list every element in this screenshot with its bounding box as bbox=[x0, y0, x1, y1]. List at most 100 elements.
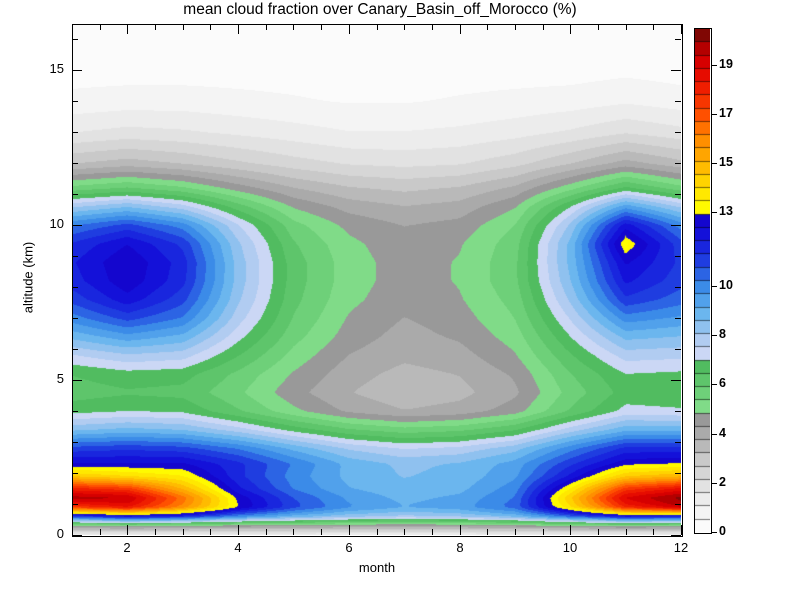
x-tick-label: 6 bbox=[345, 540, 353, 555]
colorbar-tick bbox=[711, 335, 717, 336]
colorbar-tick bbox=[711, 163, 717, 164]
y-tick-label: 15 bbox=[49, 61, 64, 76]
colorbar-canvas bbox=[694, 28, 710, 532]
x-major-tick bbox=[681, 525, 682, 535]
x-minor-tick bbox=[210, 529, 211, 535]
x-minor-tick-top bbox=[321, 24, 322, 30]
y-major-tick bbox=[72, 380, 82, 381]
colorbar-tick-label: 10 bbox=[719, 278, 733, 292]
colorbar-tick-label: 6 bbox=[719, 376, 726, 390]
x-minor-tick-top bbox=[653, 24, 654, 30]
x-tick-label: 2 bbox=[123, 540, 131, 555]
colorbar-tick bbox=[711, 384, 717, 385]
y-tick-label: 10 bbox=[49, 216, 64, 231]
y-minor-tick-right bbox=[675, 256, 681, 257]
x-minor-tick-top bbox=[155, 24, 156, 30]
x-minor-tick bbox=[487, 529, 488, 535]
y-minor-tick bbox=[72, 256, 78, 257]
y-minor-tick bbox=[72, 39, 78, 40]
y-major-tick-right bbox=[671, 225, 681, 226]
y-major-tick bbox=[72, 535, 82, 536]
x-minor-tick-top bbox=[598, 24, 599, 30]
x-major-tick bbox=[460, 525, 461, 535]
x-major-tick-top bbox=[460, 24, 461, 34]
y-minor-tick bbox=[72, 318, 78, 319]
x-minor-tick-top bbox=[377, 24, 378, 30]
x-major-tick bbox=[349, 525, 350, 535]
colorbar-tick-label: 13 bbox=[719, 204, 733, 218]
x-minor-tick-top bbox=[515, 24, 516, 30]
x-tick-label: 4 bbox=[234, 540, 242, 555]
y-minor-tick bbox=[72, 132, 78, 133]
y-minor-tick bbox=[72, 101, 78, 102]
x-minor-tick-top bbox=[100, 24, 101, 30]
x-major-tick-top bbox=[127, 24, 128, 34]
x-minor-tick bbox=[377, 529, 378, 535]
colorbar-tick bbox=[711, 114, 717, 115]
x-major-tick bbox=[570, 525, 571, 535]
x-minor-tick-top bbox=[404, 24, 405, 30]
y-minor-tick bbox=[72, 194, 78, 195]
x-axis-label: month bbox=[358, 560, 396, 575]
y-minor-tick-right bbox=[675, 287, 681, 288]
x-major-tick-top bbox=[570, 24, 571, 34]
y-major-tick-right bbox=[671, 380, 681, 381]
colorbar-tick-label: 15 bbox=[719, 155, 733, 169]
y-minor-tick bbox=[72, 411, 78, 412]
y-tick-label: 0 bbox=[56, 526, 64, 541]
x-minor-tick bbox=[626, 529, 627, 535]
x-minor-tick-top bbox=[543, 24, 544, 30]
y-minor-tick bbox=[72, 473, 78, 474]
colorbar-tick bbox=[711, 286, 717, 287]
x-minor-tick bbox=[293, 529, 294, 535]
y-major-tick-right bbox=[671, 70, 681, 71]
x-minor-tick-top bbox=[432, 24, 433, 30]
x-minor-tick bbox=[72, 529, 73, 535]
colorbar-tick-label: 8 bbox=[719, 327, 726, 341]
x-major-tick bbox=[127, 525, 128, 535]
y-minor-tick-right bbox=[675, 442, 681, 443]
y-minor-tick bbox=[72, 504, 78, 505]
y-minor-tick-right bbox=[675, 132, 681, 133]
colorbar-tick bbox=[711, 434, 717, 435]
x-minor-tick bbox=[515, 529, 516, 535]
y-minor-tick-right bbox=[675, 504, 681, 505]
x-major-tick-top bbox=[238, 24, 239, 34]
y-minor-tick-right bbox=[675, 473, 681, 474]
y-minor-tick bbox=[72, 163, 78, 164]
y-tick-label: 5 bbox=[56, 371, 64, 386]
colorbar-tick-label: 4 bbox=[719, 426, 726, 440]
colorbar-tick bbox=[711, 483, 717, 484]
y-minor-tick-right bbox=[675, 318, 681, 319]
x-minor-tick-top bbox=[293, 24, 294, 30]
colorbar-tick-label: 0 bbox=[719, 524, 726, 538]
x-minor-tick-top bbox=[626, 24, 627, 30]
x-minor-tick-top bbox=[72, 24, 73, 30]
y-minor-tick-right bbox=[675, 101, 681, 102]
y-minor-tick-right bbox=[675, 39, 681, 40]
x-minor-tick-top bbox=[487, 24, 488, 30]
y-minor-tick bbox=[72, 287, 78, 288]
x-minor-tick bbox=[100, 529, 101, 535]
x-tick-label: 8 bbox=[456, 540, 464, 555]
contour-plot-canvas bbox=[72, 24, 681, 535]
colorbar-tick bbox=[711, 65, 717, 66]
y-major-tick-right bbox=[671, 535, 681, 536]
x-major-tick-top bbox=[681, 24, 682, 34]
y-major-tick bbox=[72, 225, 82, 226]
colorbar-tick-label: 17 bbox=[719, 106, 733, 120]
x-minor-tick bbox=[653, 529, 654, 535]
x-minor-tick bbox=[432, 529, 433, 535]
x-minor-tick bbox=[266, 529, 267, 535]
x-minor-tick bbox=[543, 529, 544, 535]
colorbar-tick-label: 19 bbox=[719, 57, 733, 71]
x-minor-tick bbox=[321, 529, 322, 535]
x-major-tick bbox=[238, 525, 239, 535]
y-major-tick bbox=[72, 70, 82, 71]
y-axis-label: altitude (km) bbox=[20, 241, 36, 314]
y-minor-tick bbox=[72, 349, 78, 350]
x-minor-tick bbox=[155, 529, 156, 535]
colorbar-tick-label: 2 bbox=[719, 475, 726, 489]
x-minor-tick bbox=[404, 529, 405, 535]
